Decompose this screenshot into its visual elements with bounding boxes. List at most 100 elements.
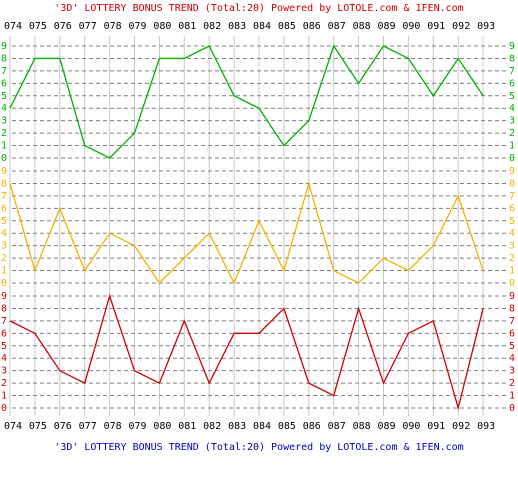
x-tick-label: 075 <box>29 421 47 432</box>
x-tick-label: 076 <box>54 21 72 32</box>
x-tick-label: 080 <box>153 21 171 32</box>
y-tick-label: 0 <box>1 153 7 164</box>
y-tick-label: 3 <box>509 241 515 252</box>
x-tick-label: 079 <box>128 21 146 32</box>
y-tick-label: 8 <box>509 303 515 314</box>
y-tick-label: 7 <box>509 66 515 77</box>
x-tick-label: 085 <box>278 421 296 432</box>
y-tick-label: 6 <box>509 328 515 339</box>
y-tick-label: 0 <box>1 278 7 289</box>
y-tick-label: 2 <box>1 378 7 389</box>
x-tick-label: 086 <box>303 21 321 32</box>
x-tick-label: 088 <box>353 421 371 432</box>
x-tick-label: 080 <box>153 421 171 432</box>
chart-title: '3D' LOTTERY BONUS TREND (Total:20) Powe… <box>54 3 463 14</box>
x-tick-label: 086 <box>303 421 321 432</box>
trend-line <box>9 293 484 411</box>
y-tick-label: 7 <box>1 191 7 202</box>
y-tick-label: 1 <box>509 391 515 402</box>
y-tick-label: 1 <box>1 141 7 152</box>
y-tick-label: 2 <box>509 128 515 139</box>
y-tick-label: 2 <box>509 378 515 389</box>
x-tick-label: 091 <box>427 21 445 32</box>
y-tick-label: 3 <box>509 366 515 377</box>
y-tick-label: 3 <box>1 366 7 377</box>
y-tick-label: 4 <box>509 353 515 364</box>
y-tick-label: 0 <box>509 153 515 164</box>
y-tick-label: 5 <box>1 91 7 102</box>
y-tick-label: 5 <box>509 91 515 102</box>
y-tick-label: 3 <box>1 241 7 252</box>
y-tick-label: 9 <box>509 166 515 177</box>
y-tick-label: 7 <box>509 316 515 327</box>
y-tick-label: 9 <box>509 291 515 302</box>
x-tick-label: 093 <box>477 21 495 32</box>
y-tick-label: 1 <box>509 266 515 277</box>
y-tick-label: 9 <box>1 41 7 52</box>
x-tick-label: 089 <box>377 21 395 32</box>
y-tick-label: 1 <box>1 266 7 277</box>
y-tick-label: 7 <box>1 316 7 327</box>
x-tick-label: 074 <box>4 421 22 432</box>
y-tick-label: 8 <box>1 303 7 314</box>
y-tick-label: 2 <box>509 253 515 264</box>
y-tick-label: 6 <box>1 203 7 214</box>
y-tick-label: 3 <box>509 116 515 127</box>
y-tick-label: 5 <box>509 216 515 227</box>
y-tick-label: 8 <box>1 178 7 189</box>
y-tick-label: 8 <box>1 53 7 64</box>
x-tick-label: 074 <box>4 21 22 32</box>
y-tick-label: 8 <box>509 178 515 189</box>
x-tick-label: 082 <box>203 421 221 432</box>
x-tick-label: 079 <box>128 421 146 432</box>
x-tick-label: 078 <box>104 421 122 432</box>
x-tick-label: 082 <box>203 21 221 32</box>
y-tick-label: 4 <box>509 103 515 114</box>
x-tick-label: 089 <box>377 421 395 432</box>
x-tick-label: 087 <box>328 21 346 32</box>
y-tick-label: 2 <box>1 128 7 139</box>
y-tick-label: 5 <box>509 341 515 352</box>
x-tick-label: 091 <box>427 421 445 432</box>
x-tick-label: 087 <box>328 421 346 432</box>
y-tick-label: 8 <box>509 53 515 64</box>
y-tick-label: 2 <box>1 253 7 264</box>
y-tick-label: 4 <box>1 353 7 364</box>
y-tick-label: 4 <box>509 228 515 239</box>
y-tick-label: 4 <box>1 228 7 239</box>
x-tick-label: 088 <box>353 21 371 32</box>
y-tick-label: 6 <box>509 203 515 214</box>
x-tick-label: 076 <box>54 421 72 432</box>
x-tick-label: 083 <box>228 421 246 432</box>
x-tick-label: 084 <box>253 21 271 32</box>
x-tick-label: 075 <box>29 21 47 32</box>
x-tick-label: 077 <box>79 21 97 32</box>
x-tick-label: 077 <box>79 421 97 432</box>
x-tick-label: 092 <box>452 21 470 32</box>
y-tick-label: 3 <box>1 116 7 127</box>
y-tick-label: 6 <box>1 328 7 339</box>
x-tick-label: 085 <box>278 21 296 32</box>
x-tick-label: 090 <box>402 21 420 32</box>
x-tick-label: 078 <box>104 21 122 32</box>
y-tick-label: 0 <box>1 403 7 414</box>
y-tick-label: 1 <box>509 141 515 152</box>
trend-line <box>9 44 484 159</box>
x-tick-label: 093 <box>477 421 495 432</box>
x-tick-label: 081 <box>178 421 196 432</box>
chart-footer: '3D' LOTTERY BONUS TREND (Total:20) Powe… <box>54 442 463 453</box>
y-tick-label: 0 <box>509 403 515 414</box>
y-tick-label: 5 <box>1 341 7 352</box>
x-tick-label: 083 <box>228 21 246 32</box>
y-tick-label: 6 <box>1 78 7 89</box>
x-tick-label: 090 <box>402 421 420 432</box>
y-tick-label: 1 <box>1 391 7 402</box>
y-tick-label: 5 <box>1 216 7 227</box>
x-tick-label: 092 <box>452 421 470 432</box>
y-tick-label: 9 <box>509 41 515 52</box>
x-tick-label: 081 <box>178 21 196 32</box>
x-tick-label: 084 <box>253 421 271 432</box>
y-tick-label: 7 <box>509 191 515 202</box>
